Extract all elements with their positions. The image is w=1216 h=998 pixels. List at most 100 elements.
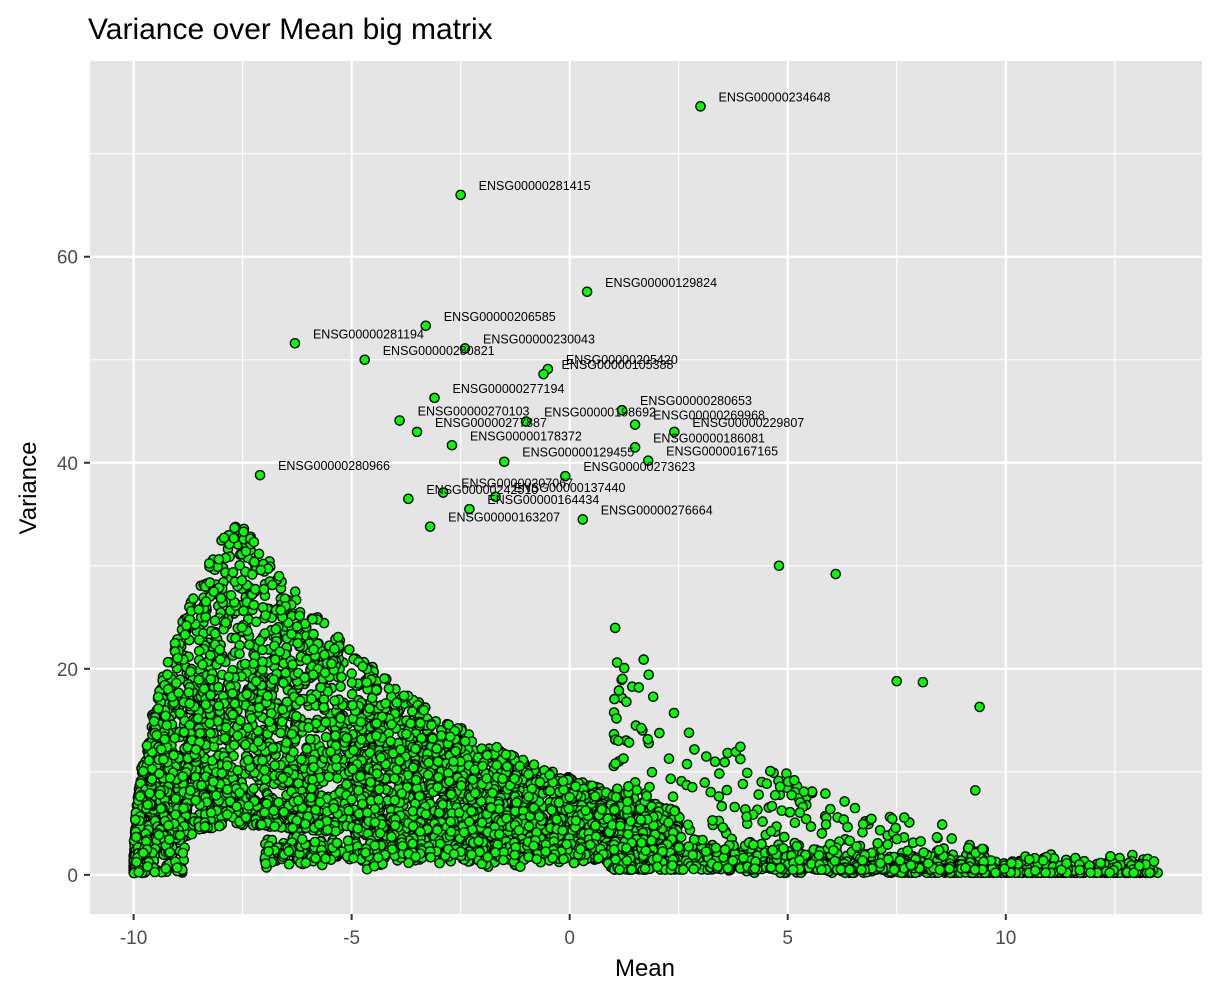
scatter-point: [193, 674, 205, 686]
scatter-point: [410, 743, 421, 755]
scatter-point: [295, 754, 307, 765]
scatter-point: [277, 704, 289, 715]
scatter-point: [236, 622, 248, 633]
scatter-point: [187, 593, 199, 604]
scatter-point: [332, 631, 344, 643]
scatter-point: [427, 733, 438, 744]
scatter-point: [335, 712, 346, 724]
scatter-point: [221, 760, 233, 772]
scatter-point: [172, 652, 183, 664]
scatter-point: [431, 743, 443, 754]
scatter-point: [329, 643, 340, 655]
scatter-point: [242, 754, 254, 766]
scatter-point: [155, 744, 167, 755]
scatter-point: [396, 788, 408, 799]
scatter-point: [318, 702, 330, 713]
scatter-point: [192, 713, 204, 724]
scatter-point: [241, 688, 253, 700]
scatter-point: [240, 812, 252, 823]
scatter-points-cloud: [128, 521, 1163, 879]
scatter-point: [534, 811, 545, 822]
scatter-point: [477, 760, 488, 772]
scatter-point: [336, 671, 347, 683]
scatter-point: [200, 611, 211, 623]
scatter-point: [259, 764, 270, 776]
scatter-point: [432, 782, 444, 793]
scatter-point: [534, 776, 546, 788]
scatter-point: [469, 787, 481, 799]
scatter-point: [375, 752, 387, 763]
scatter-point: [329, 695, 341, 707]
scatter-point: [458, 827, 470, 838]
scatter-point: [253, 548, 265, 560]
scatter-point: [553, 797, 565, 808]
scatter-point: [278, 677, 289, 689]
scatter-point: [232, 730, 243, 742]
scatter-point: [270, 623, 282, 635]
scatter-point: [280, 667, 291, 679]
scatter-point: [254, 635, 266, 647]
scatter-point: [200, 699, 212, 710]
scatter-point: [181, 620, 192, 631]
scatter-point: [405, 718, 416, 729]
scatter-point: [466, 805, 477, 817]
scatter-point: [373, 784, 385, 795]
scatter-point: [207, 776, 219, 788]
scatter-point: [383, 683, 395, 694]
scatter-point: [252, 736, 264, 747]
scatter-point: [433, 772, 444, 783]
scatter-point: [193, 634, 205, 646]
scatter-point: [443, 719, 455, 731]
scatter-point: [164, 772, 176, 784]
scatter-point: [227, 688, 238, 699]
scatter-point: [395, 744, 407, 755]
scatter-point: [371, 718, 382, 729]
scatter-point: [343, 644, 355, 655]
scatter-point: [319, 649, 330, 661]
scatter-point: [161, 720, 173, 731]
scatter-point: [220, 617, 231, 628]
scatter-point: [130, 831, 142, 843]
scatter-point: [306, 783, 318, 794]
scatter-point: [445, 789, 457, 800]
scatter-point: [357, 661, 369, 672]
scatter-point: [235, 715, 246, 726]
scatter-point: [450, 746, 462, 757]
scatter-point: [259, 807, 270, 818]
scatter-point: [293, 795, 304, 806]
scatter-point: [501, 813, 512, 824]
scatter-point: [509, 773, 520, 785]
scatter-point: [481, 773, 493, 784]
scatter-point: [361, 677, 373, 688]
scatter-point: [213, 820, 225, 832]
scatter-point: [414, 790, 425, 802]
scatter-point: [426, 720, 437, 731]
scatter-point: [386, 719, 397, 730]
scatter-point: [232, 765, 244, 776]
scatter-point: [153, 768, 165, 779]
scatter-point: [343, 805, 355, 817]
scatter-point: [286, 628, 297, 640]
scatter-point: [346, 688, 358, 700]
scatter-point: [544, 785, 556, 797]
scatter-point: [276, 716, 288, 728]
scatter-point: [294, 695, 306, 707]
scatter-point: [204, 577, 216, 588]
scatter-point: [229, 698, 241, 709]
scatter-point: [523, 768, 534, 780]
scatter-point: [500, 749, 512, 760]
scatter-point: [204, 650, 216, 661]
scatter-point: [143, 755, 155, 766]
scatter-point: [248, 536, 260, 548]
scatter-point: [152, 691, 164, 703]
scatter-point: [250, 675, 262, 687]
scatter-point: [190, 744, 202, 755]
scatter-point: [320, 717, 332, 728]
scatter-point: [209, 615, 221, 627]
scatter-point: [361, 807, 373, 818]
scatter-point: [407, 821, 419, 832]
scatter-point: [444, 731, 456, 743]
scatter-point: [294, 610, 305, 622]
scatter-point: [275, 727, 287, 739]
scatter-point: [257, 644, 268, 656]
